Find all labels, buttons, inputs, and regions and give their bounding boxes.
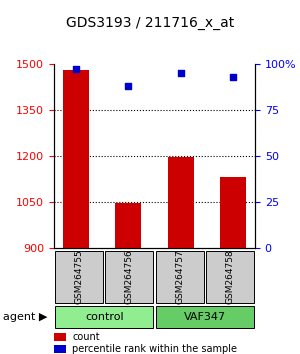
Text: GSM264758: GSM264758 xyxy=(225,250,234,304)
Bar xyxy=(115,203,141,354)
Point xyxy=(126,83,131,88)
Text: percentile rank within the sample: percentile rank within the sample xyxy=(72,344,237,354)
Text: count: count xyxy=(72,332,100,342)
Point xyxy=(230,74,235,79)
FancyBboxPatch shape xyxy=(155,306,254,328)
Bar xyxy=(54,333,66,341)
FancyBboxPatch shape xyxy=(155,251,204,303)
FancyBboxPatch shape xyxy=(206,251,254,303)
Text: GSM264755: GSM264755 xyxy=(75,250,84,304)
Bar xyxy=(54,345,66,353)
Text: GSM264757: GSM264757 xyxy=(175,250,184,304)
Text: GSM264756: GSM264756 xyxy=(125,250,134,304)
FancyBboxPatch shape xyxy=(55,306,154,328)
Text: agent ▶: agent ▶ xyxy=(3,312,47,322)
Bar xyxy=(220,177,246,354)
Bar xyxy=(168,157,194,354)
Text: control: control xyxy=(85,312,124,322)
Point xyxy=(74,67,79,72)
Text: VAF347: VAF347 xyxy=(184,312,226,322)
Text: GDS3193 / 211716_x_at: GDS3193 / 211716_x_at xyxy=(66,16,234,30)
Point xyxy=(178,70,183,76)
FancyBboxPatch shape xyxy=(55,251,103,303)
FancyBboxPatch shape xyxy=(105,251,154,303)
Bar xyxy=(63,70,89,354)
